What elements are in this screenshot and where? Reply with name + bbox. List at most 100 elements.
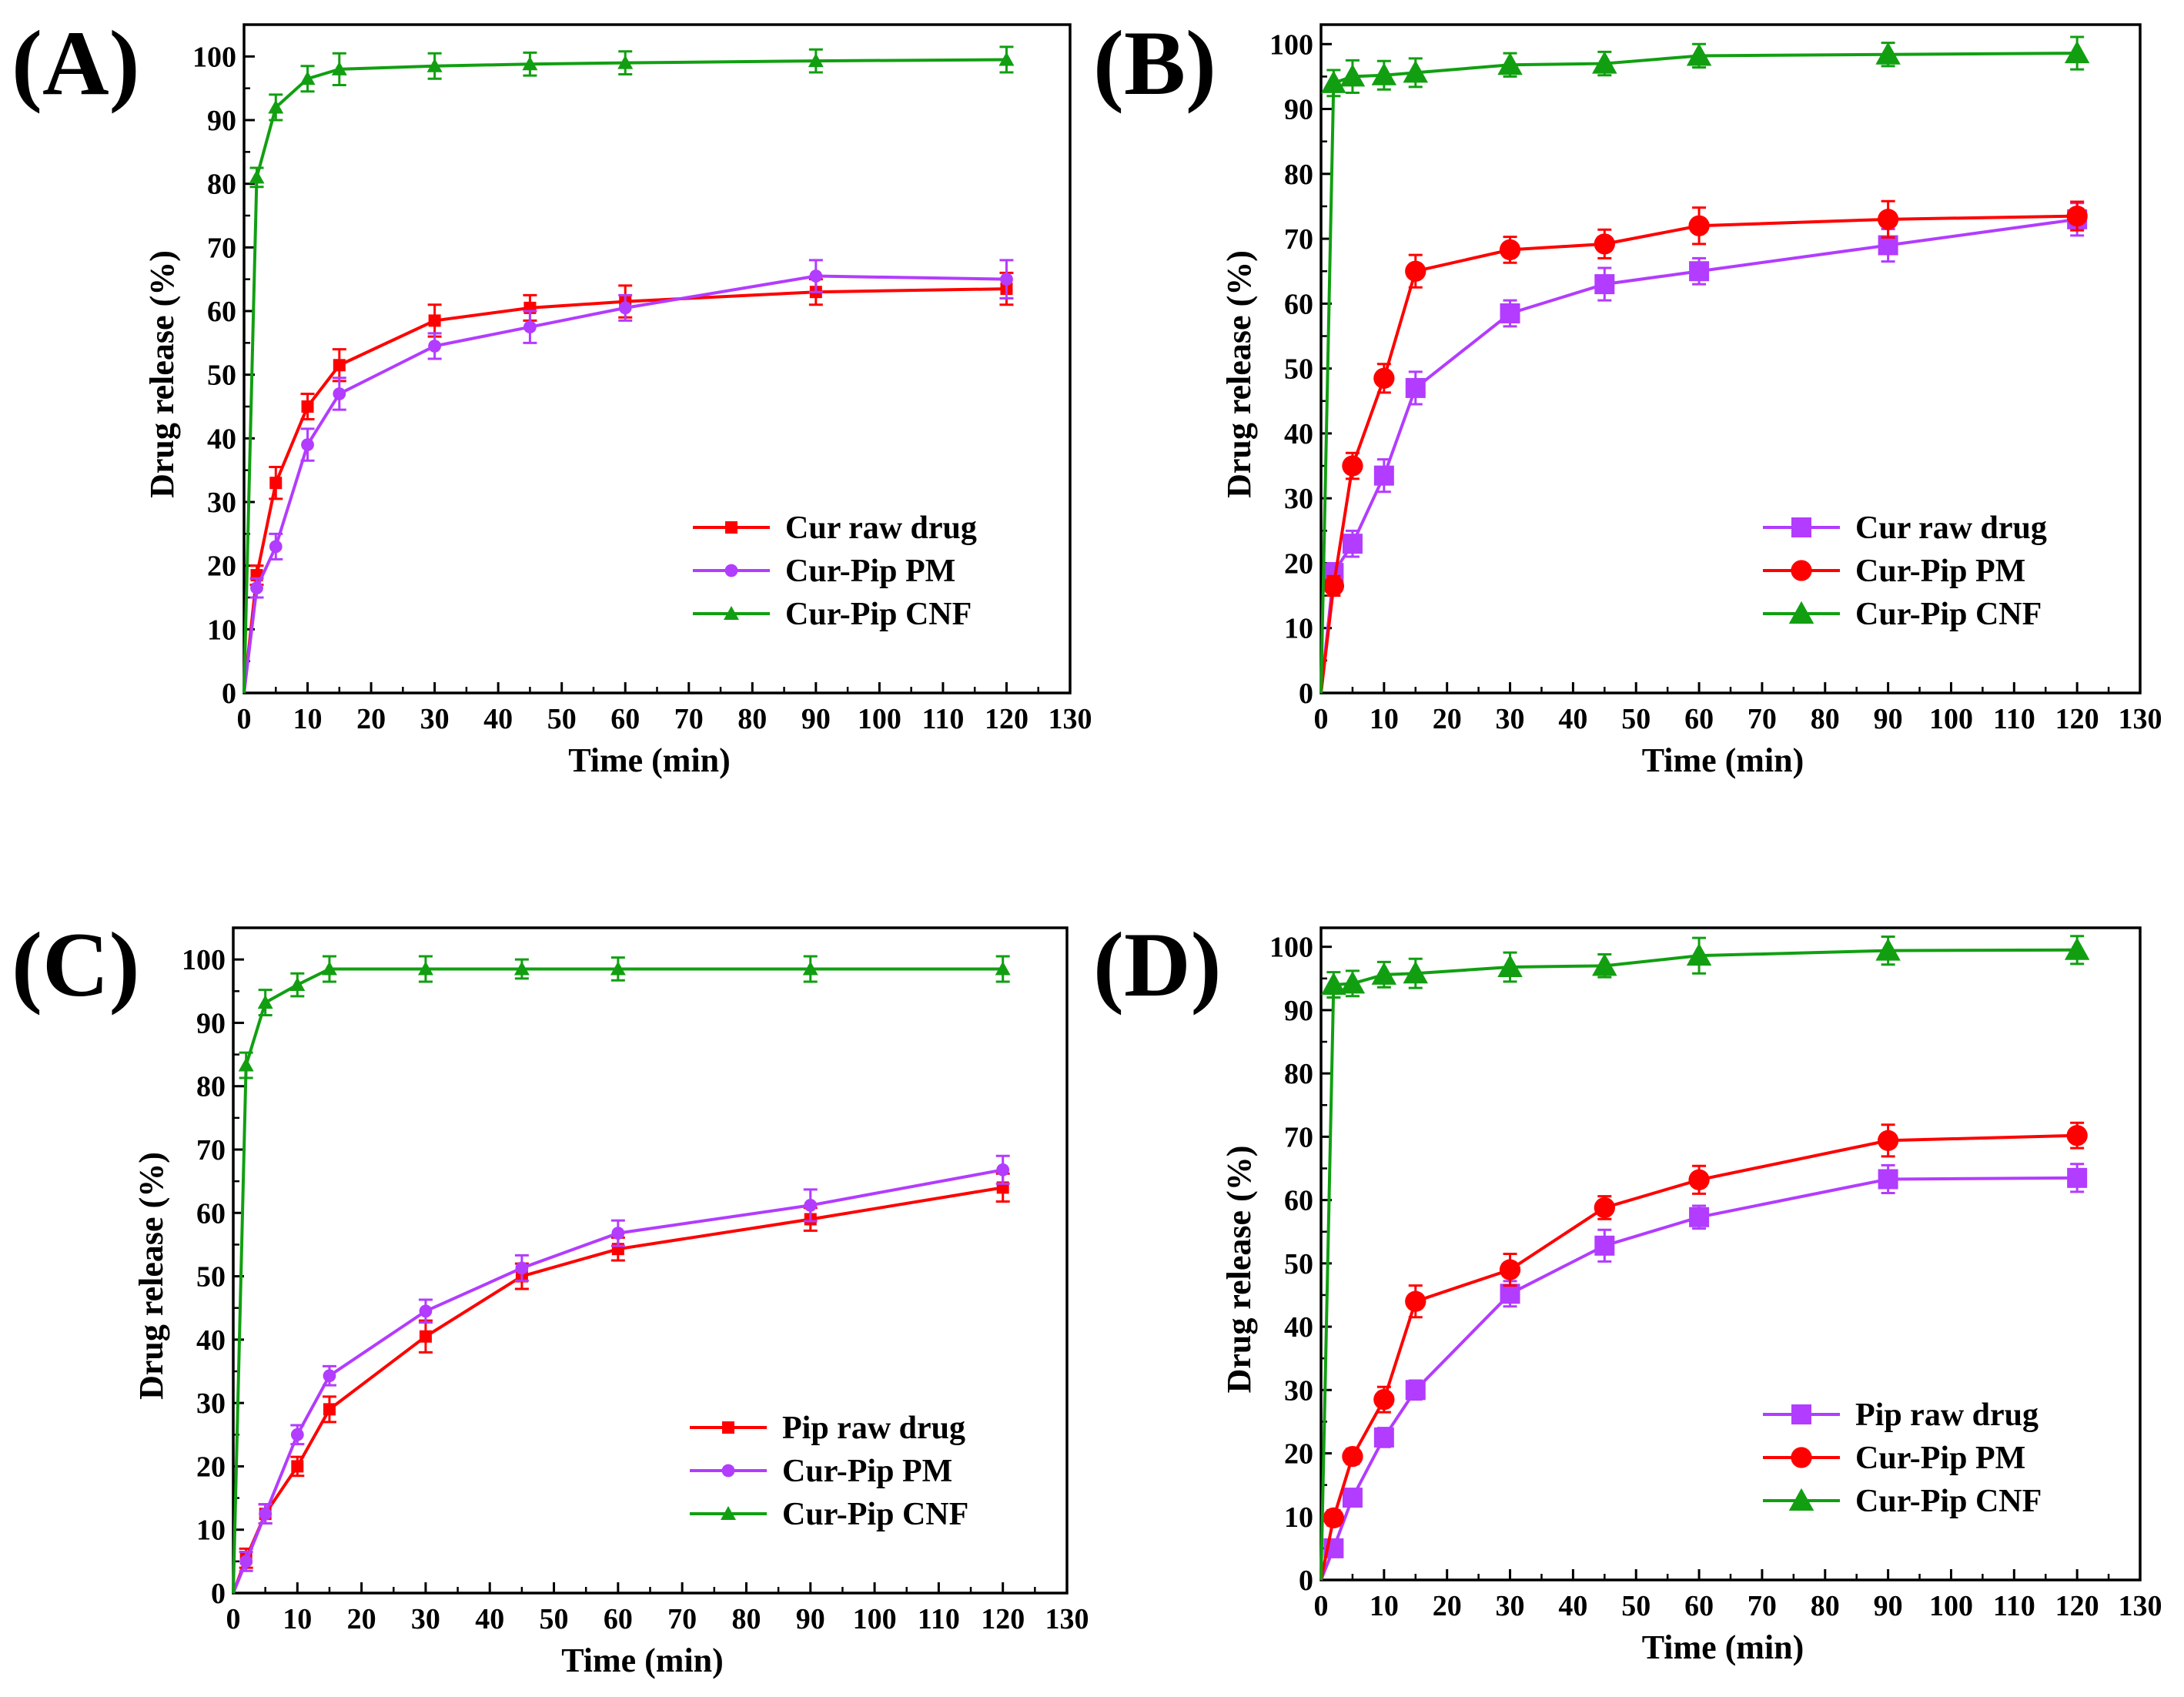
panel-label: (D) bbox=[1093, 913, 1222, 1016]
series-line bbox=[232, 967, 1003, 1594]
data-point bbox=[2066, 1125, 2088, 1146]
x-tick-label: 90 bbox=[1874, 703, 1903, 735]
data-point bbox=[333, 359, 346, 372]
y-tick-label: 50 bbox=[207, 360, 236, 392]
x-tick-label: 10 bbox=[1370, 703, 1399, 735]
panel-label: (C) bbox=[12, 913, 140, 1016]
data-point bbox=[1686, 43, 1712, 66]
x-tick-label: 50 bbox=[1621, 1590, 1651, 1622]
x-tick-label: 80 bbox=[737, 703, 767, 735]
y-tick-label: 60 bbox=[207, 296, 236, 328]
y-tick-label: 60 bbox=[1284, 288, 1313, 320]
legend-label: Pip raw drug bbox=[782, 1411, 965, 1446]
data-point bbox=[257, 995, 273, 1009]
legend-entry: Cur-Pip CNF bbox=[693, 597, 972, 632]
data-point bbox=[1342, 1445, 1363, 1468]
x-tick-label: 80 bbox=[731, 1603, 761, 1635]
x-tick-label: 100 bbox=[1929, 1590, 1973, 1622]
legend-label: Cur-Pip PM bbox=[1855, 1441, 2025, 1476]
x-tick-label: 90 bbox=[796, 1603, 825, 1635]
data-point bbox=[331, 61, 347, 75]
data-point bbox=[1686, 942, 1712, 966]
data-point bbox=[299, 71, 316, 85]
y-tick-label: 80 bbox=[196, 1071, 226, 1103]
data-point bbox=[611, 1227, 625, 1240]
y-tick-label: 80 bbox=[1284, 1058, 1313, 1090]
y-tick-label: 30 bbox=[196, 1387, 226, 1420]
y-tick-label: 30 bbox=[1284, 1374, 1313, 1407]
series-cur-pip-pm bbox=[232, 1154, 1010, 1594]
y-tick-label: 0 bbox=[222, 678, 236, 710]
y-tick-label: 30 bbox=[1284, 483, 1313, 515]
x-tick-label: 130 bbox=[1049, 703, 1092, 735]
data-point bbox=[1373, 1427, 1394, 1448]
x-axis-title: Time (min) bbox=[568, 741, 731, 779]
x-tick-label: 80 bbox=[1811, 703, 1840, 735]
x-tick-label: 30 bbox=[411, 1603, 440, 1635]
legend-entry: Pip raw drug bbox=[1763, 1397, 2039, 1433]
data-point bbox=[804, 1199, 818, 1212]
panel-4: (D) 0 10 20 30 40 50 60 70 80 90 100 110 120 130 0 10 20 3… bbox=[1093, 913, 2162, 1666]
series-cur-pip-cnf bbox=[1319, 935, 2090, 1581]
data-point bbox=[617, 55, 634, 69]
data-point bbox=[1592, 953, 1617, 976]
x-tick-label: 50 bbox=[540, 1603, 569, 1635]
data-point bbox=[2064, 937, 2090, 960]
x-tick-label: 80 bbox=[1811, 1590, 1840, 1622]
legend-entry: Cur raw drug bbox=[1763, 510, 2047, 546]
data-point bbox=[1499, 239, 1521, 261]
legend-entry: Pip raw drug bbox=[690, 1411, 965, 1446]
data-point bbox=[1403, 960, 1429, 984]
series-line bbox=[242, 274, 1007, 694]
data-point bbox=[289, 977, 306, 992]
data-point bbox=[1688, 1169, 1710, 1190]
data-point bbox=[1594, 233, 1615, 255]
data-point bbox=[1405, 260, 1426, 282]
legend-label: Cur-Pip CNF bbox=[1855, 597, 2042, 632]
x-tick-label: 20 bbox=[347, 1603, 376, 1635]
series-line bbox=[242, 58, 1007, 694]
data-point bbox=[1497, 954, 1523, 977]
x-tick-label: 20 bbox=[1433, 703, 1462, 735]
y-tick-label: 50 bbox=[1284, 353, 1313, 386]
y-tick-label: 40 bbox=[1284, 418, 1313, 450]
data-point bbox=[1371, 62, 1397, 85]
series-line bbox=[1319, 948, 2078, 1581]
x-tick-label: 70 bbox=[1748, 703, 1777, 735]
legend-marker bbox=[1788, 601, 1814, 624]
y-axis-title: Drug release (%) bbox=[132, 1152, 170, 1400]
y-tick-label: 0 bbox=[1299, 678, 1313, 710]
data-point bbox=[301, 400, 314, 413]
data-point bbox=[1592, 51, 1617, 74]
data-point bbox=[428, 340, 442, 353]
y-tick-label: 80 bbox=[1284, 159, 1313, 191]
legend-entry: Cur-Pip PM bbox=[693, 554, 955, 589]
x-tick-label: 0 bbox=[237, 703, 252, 735]
data-point bbox=[1594, 1197, 1615, 1219]
x-tick-label: 0 bbox=[1314, 703, 1329, 735]
data-point bbox=[1875, 42, 1901, 65]
x-tick-label: 60 bbox=[604, 1603, 633, 1635]
data-point bbox=[1371, 962, 1397, 985]
legend-label: Pip raw drug bbox=[1855, 1397, 2039, 1433]
data-point bbox=[417, 961, 433, 976]
y-tick-label: 70 bbox=[196, 1134, 226, 1166]
x-tick-label: 0 bbox=[1314, 1590, 1329, 1622]
data-point bbox=[301, 438, 314, 451]
x-tick-label: 40 bbox=[1558, 1590, 1587, 1622]
x-tick-label: 50 bbox=[547, 703, 577, 735]
y-tick-label: 100 bbox=[1269, 932, 1313, 964]
legend-label: Cur-Pip PM bbox=[1855, 554, 2025, 589]
x-tick-label: 100 bbox=[1929, 703, 1973, 735]
x-tick-label: 110 bbox=[1993, 703, 2035, 735]
x-tick-label: 100 bbox=[853, 1603, 897, 1635]
data-point bbox=[1339, 971, 1366, 994]
series-line bbox=[1319, 217, 2078, 694]
y-tick-label: 20 bbox=[196, 1451, 226, 1483]
series-line bbox=[1319, 52, 2078, 694]
x-tick-label: 10 bbox=[293, 703, 323, 735]
x-tick-label: 0 bbox=[226, 1603, 241, 1635]
x-tick-label: 10 bbox=[1370, 1590, 1399, 1622]
legend-entry: Cur-Pip PM bbox=[1763, 1441, 2025, 1476]
y-tick-label: 80 bbox=[207, 169, 236, 201]
